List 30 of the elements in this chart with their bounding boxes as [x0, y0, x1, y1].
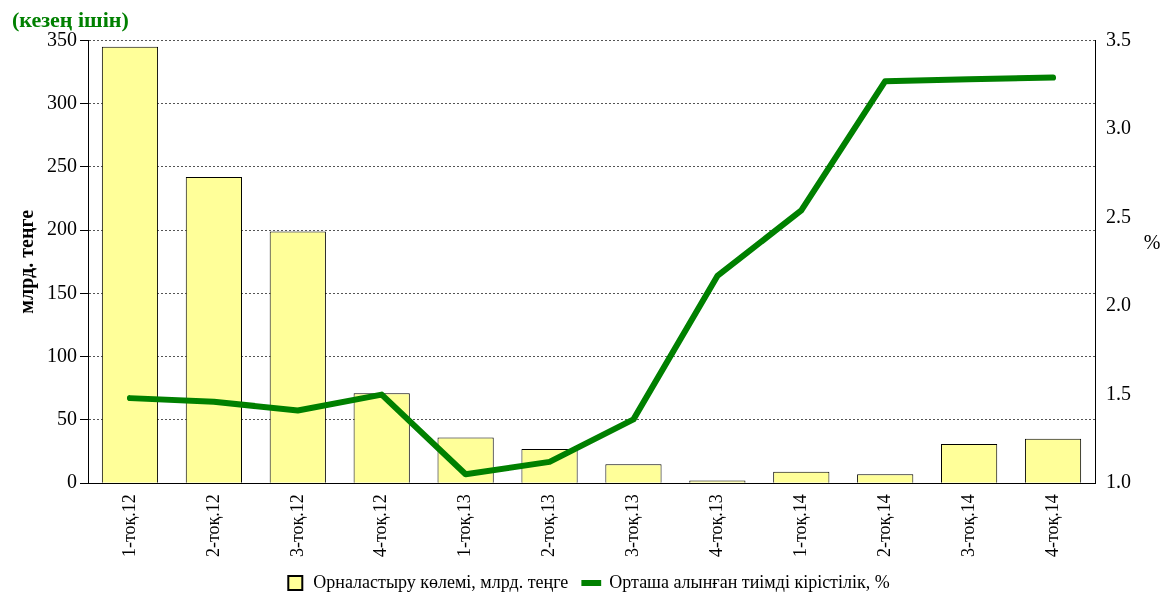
y-tick-label: 50 — [57, 407, 77, 430]
x-tick-label: 3-тоқ.12 — [286, 494, 307, 558]
y-tick-label: 0 — [67, 470, 77, 493]
y2-tick-label: 3.5 — [1106, 27, 1131, 50]
x-tick-label: 4-тоқ.14 — [1041, 494, 1062, 558]
x-tick-label: 2-тоқ.12 — [202, 494, 223, 558]
y2-tick-label: 2.0 — [1106, 293, 1131, 316]
x-tick-label: 1-тоқ.12 — [118, 494, 139, 558]
y-tick-label: 300 — [47, 90, 77, 113]
y2-tick-label: 1.0 — [1106, 470, 1131, 493]
legend-label: Орналастыру көлемі, млрд. теңге — [313, 571, 569, 592]
y2-axis-title: % — [1143, 231, 1161, 254]
y2-tick-label: 1.5 — [1106, 381, 1131, 404]
y-tick-label: 200 — [47, 217, 77, 240]
x-tick-label: 1-тоқ.13 — [454, 494, 475, 558]
x-tick-label: 1-тоқ.14 — [790, 494, 811, 558]
y-tick-label: 100 — [47, 343, 77, 366]
x-tick-label: 4-тоқ.13 — [706, 494, 727, 558]
x-tick-label: 4-тоқ.12 — [370, 494, 391, 558]
x-tick-label: 3-тоқ.13 — [622, 494, 643, 558]
x-tick-label: 2-тоқ.13 — [538, 494, 559, 558]
y2-tick-label: 2.5 — [1106, 204, 1131, 227]
legend-label: Орташа алынған тиімді кірістілік, % — [609, 571, 890, 592]
y-tick-label: 150 — [47, 280, 77, 303]
y-axis-title: млрд. теңге — [15, 209, 39, 314]
y-tick-label: 250 — [47, 154, 77, 177]
x-tick-label: 2-тоқ.14 — [873, 494, 894, 558]
chart-title: (кезең ішін) — [12, 6, 129, 32]
y2-tick-label: 3.0 — [1106, 116, 1131, 139]
x-tick-label: 3-тоқ.14 — [957, 494, 978, 558]
